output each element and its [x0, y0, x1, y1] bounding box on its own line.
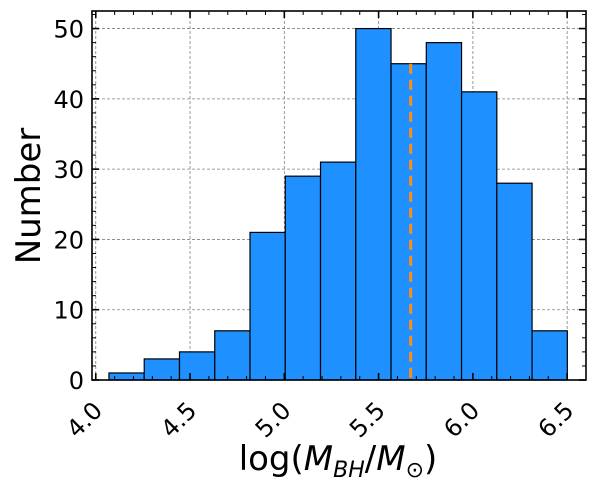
y-tick-label: 0 [69, 367, 84, 395]
x-axis-title: log(MBH/M⊙) [239, 439, 438, 483]
histogram-bar [390, 63, 427, 381]
x-tick-label: 6.0 [438, 396, 485, 443]
histogram-bar [284, 175, 322, 381]
y-tick-label: 30 [53, 156, 84, 184]
plot-frame [91, 10, 587, 381]
y-tick-label: 20 [53, 226, 84, 254]
histogram-bar [178, 351, 216, 381]
axis-ticks [92, 11, 587, 381]
x-tick-label: 6.5 [533, 396, 580, 443]
histogram-bar [214, 330, 251, 381]
histogram-bar [249, 231, 286, 381]
histogram-bar [143, 358, 181, 381]
y-tick-label: 50 [53, 16, 84, 44]
x-axis-title-m2: M [376, 439, 405, 479]
histogram-bar [496, 182, 533, 381]
x-axis-title-slash: / [365, 439, 377, 479]
y-axis-title: Number [9, 128, 49, 265]
histogram-bar [460, 91, 498, 381]
histogram-bar [355, 27, 392, 381]
y-tick-label: 40 [53, 86, 84, 114]
x-tick-label: 5.5 [344, 396, 391, 443]
x-tick-label: 5.0 [250, 396, 297, 443]
x-tick-label: 4.0 [61, 396, 108, 443]
x-axis-title-m1: M [304, 439, 333, 479]
histogram-bar [425, 42, 463, 381]
y-tick-label: 10 [53, 297, 84, 325]
histogram-bars [108, 27, 568, 381]
x-axis-title-sub1: BH [333, 458, 365, 483]
x-tick-label: 4.5 [155, 396, 202, 443]
histogram-bar [319, 161, 357, 381]
x-axis-title-sub2: ⊙ [406, 458, 424, 483]
x-axis-title-prefix: log( [239, 439, 304, 479]
x-axis-title-suffix: ) [424, 439, 437, 479]
histogram-bar [531, 330, 568, 381]
